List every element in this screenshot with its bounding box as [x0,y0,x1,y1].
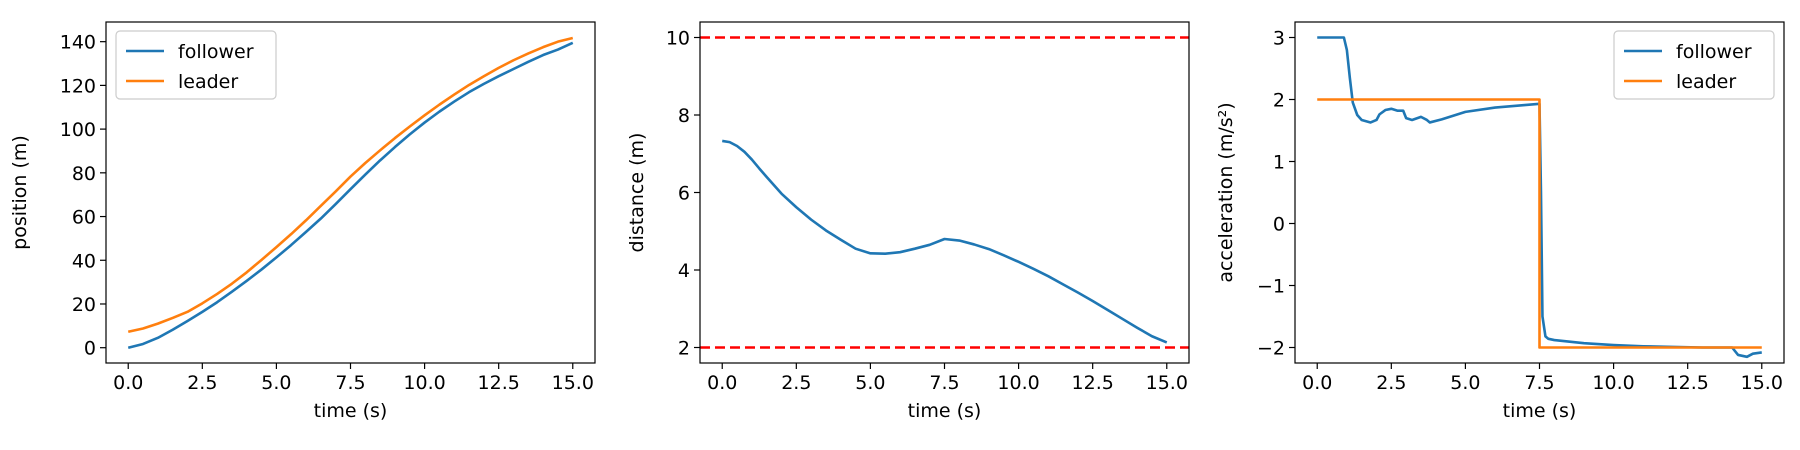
leader-line [127,36,574,334]
y-tick-label: 10 [666,28,690,50]
x-tick-label: 0.0 [1302,372,1332,394]
y-axis-label: distance (m) [626,133,648,253]
y-axis-label: position (m) [9,135,31,250]
y-tick-label: −1 [1257,276,1285,298]
y-tick-label: 6 [678,183,690,205]
x-tick-label: 2.5 [781,372,811,394]
x-tick-label: 7.5 [1524,372,1554,394]
x-tick-label: 10.0 [997,372,1039,394]
x-tick-label: 15.0 [552,372,594,394]
leader-line [1317,98,1762,349]
legend: follower leader [1613,30,1775,100]
follower-legend-label: follower [1676,41,1752,63]
y-tick-label: 2 [678,338,690,360]
y-axis-label: acceleration (m/s²) [1215,102,1237,282]
x-tick-label: 12.5 [1072,372,1114,394]
series-line-1 [722,139,1168,344]
position-plot: 0.0 2.5 5.0 7.5 10.0 12.5 15.0 0 20 40 60 80 100 120 1… [9,21,596,422]
acceleration-plot: 0.0 2.5 5.0 7.5 10.0 12.5 15.0 −2 −1 0 1 2 3 time (s)… [1215,21,1785,422]
x-tick-label: 15.0 [1146,372,1188,394]
x-tick-label: 12.5 [1667,372,1709,394]
y-tick-label: 1 [1273,152,1285,174]
follower-line [127,41,574,349]
distance-plot: 0.0 2.5 5.0 7.5 10.0 12.5 15.0 2 4 6 8 10 time (s) di… [626,21,1190,422]
follower-legend-label: follower [178,41,254,63]
y-tick-label: 60 [72,207,96,229]
y-tick-label: 0 [1273,214,1285,236]
x-tick-label: 5.0 [1450,372,1480,394]
y-tick-label: 3 [1273,28,1285,50]
leader-legend-label: leader [178,71,238,93]
x-tick-label: 2.5 [187,372,217,394]
x-axis-label: time (s) [908,400,982,422]
x-tick-label: 7.5 [929,372,959,394]
x-tick-label: 10.0 [1592,372,1634,394]
x-tick-label: 0.0 [707,372,737,394]
x-tick-label: 2.5 [1376,372,1406,394]
y-tick-label: 140 [60,32,96,54]
y-tick-label: 4 [678,260,690,282]
x-tick-label: 12.5 [478,372,520,394]
legend: follower leader [115,30,277,100]
x-tick-label: 0.0 [113,372,143,394]
y-tick-label: 0 [84,338,96,360]
x-axis-label: time (s) [314,400,388,422]
y-tick-label: 8 [678,105,690,127]
leader-legend-label: leader [1676,71,1736,93]
y-tick-label: 20 [72,294,96,316]
x-tick-label: 5.0 [855,372,885,394]
x-tick-label: 7.5 [335,372,365,394]
x-tick-label: 5.0 [261,372,291,394]
y-tick-label: 100 [60,119,96,141]
y-tick-label: 120 [60,75,96,97]
x-axis-label: time (s) [1503,400,1577,422]
x-tick-label: 15.0 [1741,372,1783,394]
y-tick-label: 2 [1273,90,1285,112]
y-tick-label: 80 [72,163,96,185]
y-tick-label: 40 [72,250,96,272]
x-tick-label: 10.0 [403,372,445,394]
y-tick-label: −2 [1257,338,1285,360]
